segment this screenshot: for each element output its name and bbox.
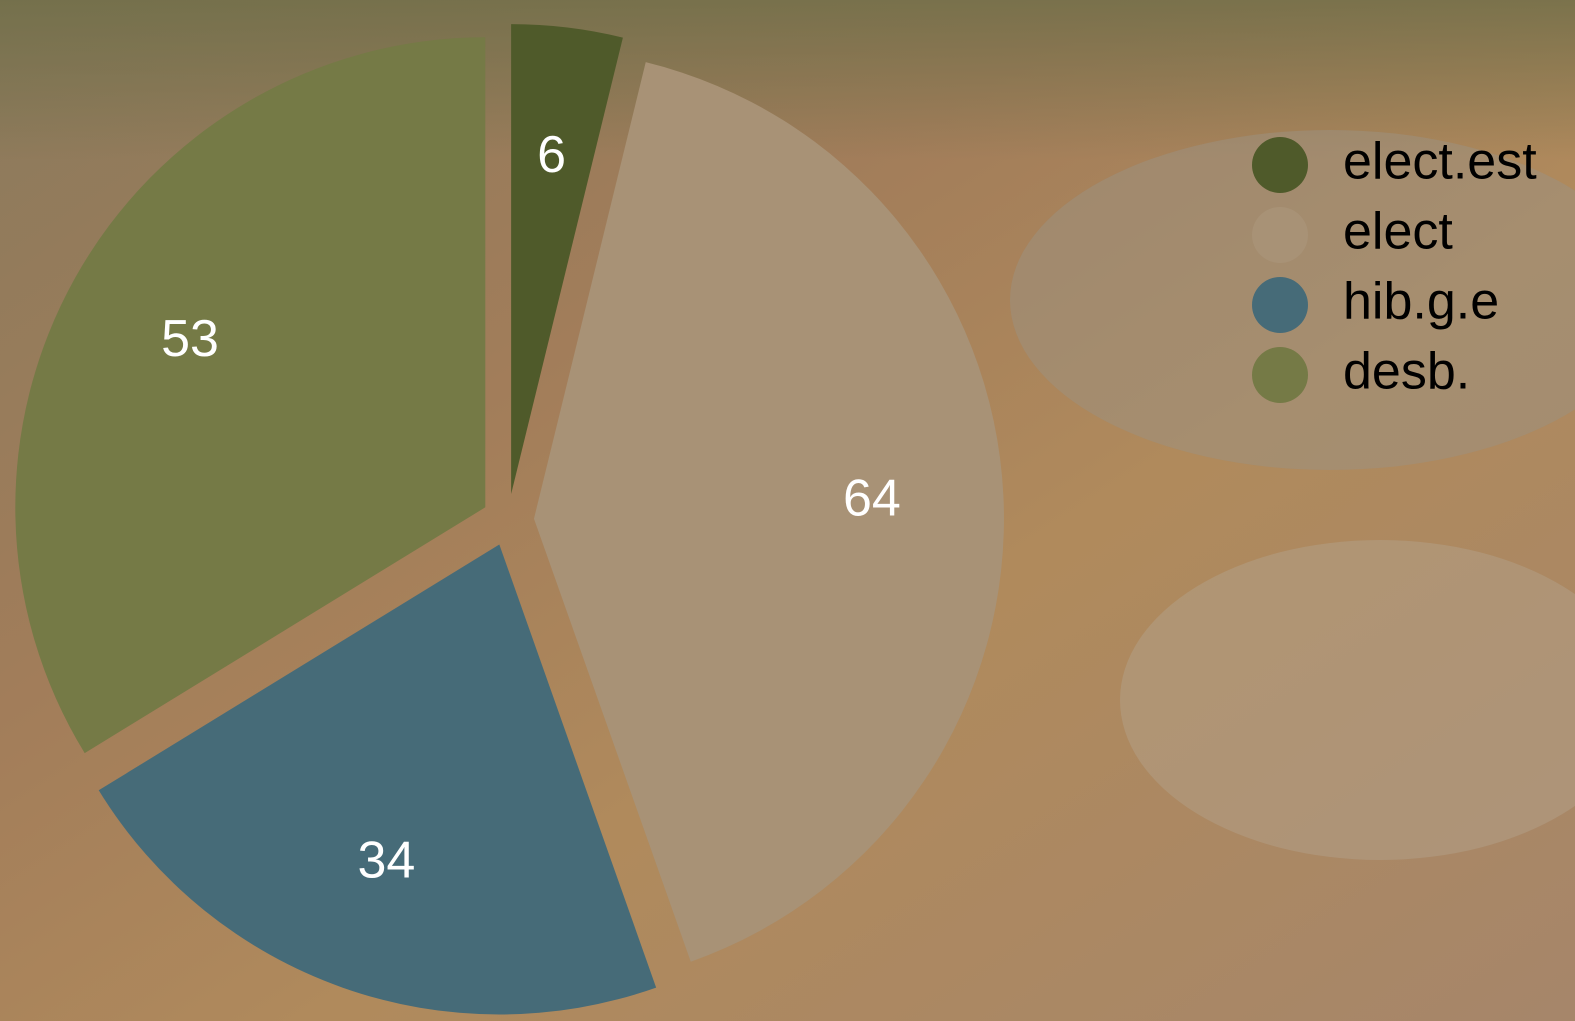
background-rock [1120,540,1575,860]
legend-label: desb. [1343,343,1470,401]
legend-swatch [1252,277,1308,333]
legend-swatch [1252,137,1308,193]
legend-swatch [1252,347,1308,403]
legend-label: elect [1343,203,1453,261]
legend: elect.est elect hib.g.e desb. [1252,133,1537,403]
pie-slice [511,24,623,495]
data-label: 6 [537,126,566,184]
data-label: 64 [843,470,901,528]
pie-slice [533,62,1004,962]
pie-slice [98,544,657,1015]
legend-swatch [1252,207,1308,263]
data-label: 34 [357,831,415,889]
data-label: 53 [161,310,219,368]
pie: 6 64 34 53 [15,24,1004,1015]
pie-slice [15,37,486,754]
legend-label: hib.g.e [1343,273,1499,331]
legend-label: elect.est [1343,133,1537,191]
